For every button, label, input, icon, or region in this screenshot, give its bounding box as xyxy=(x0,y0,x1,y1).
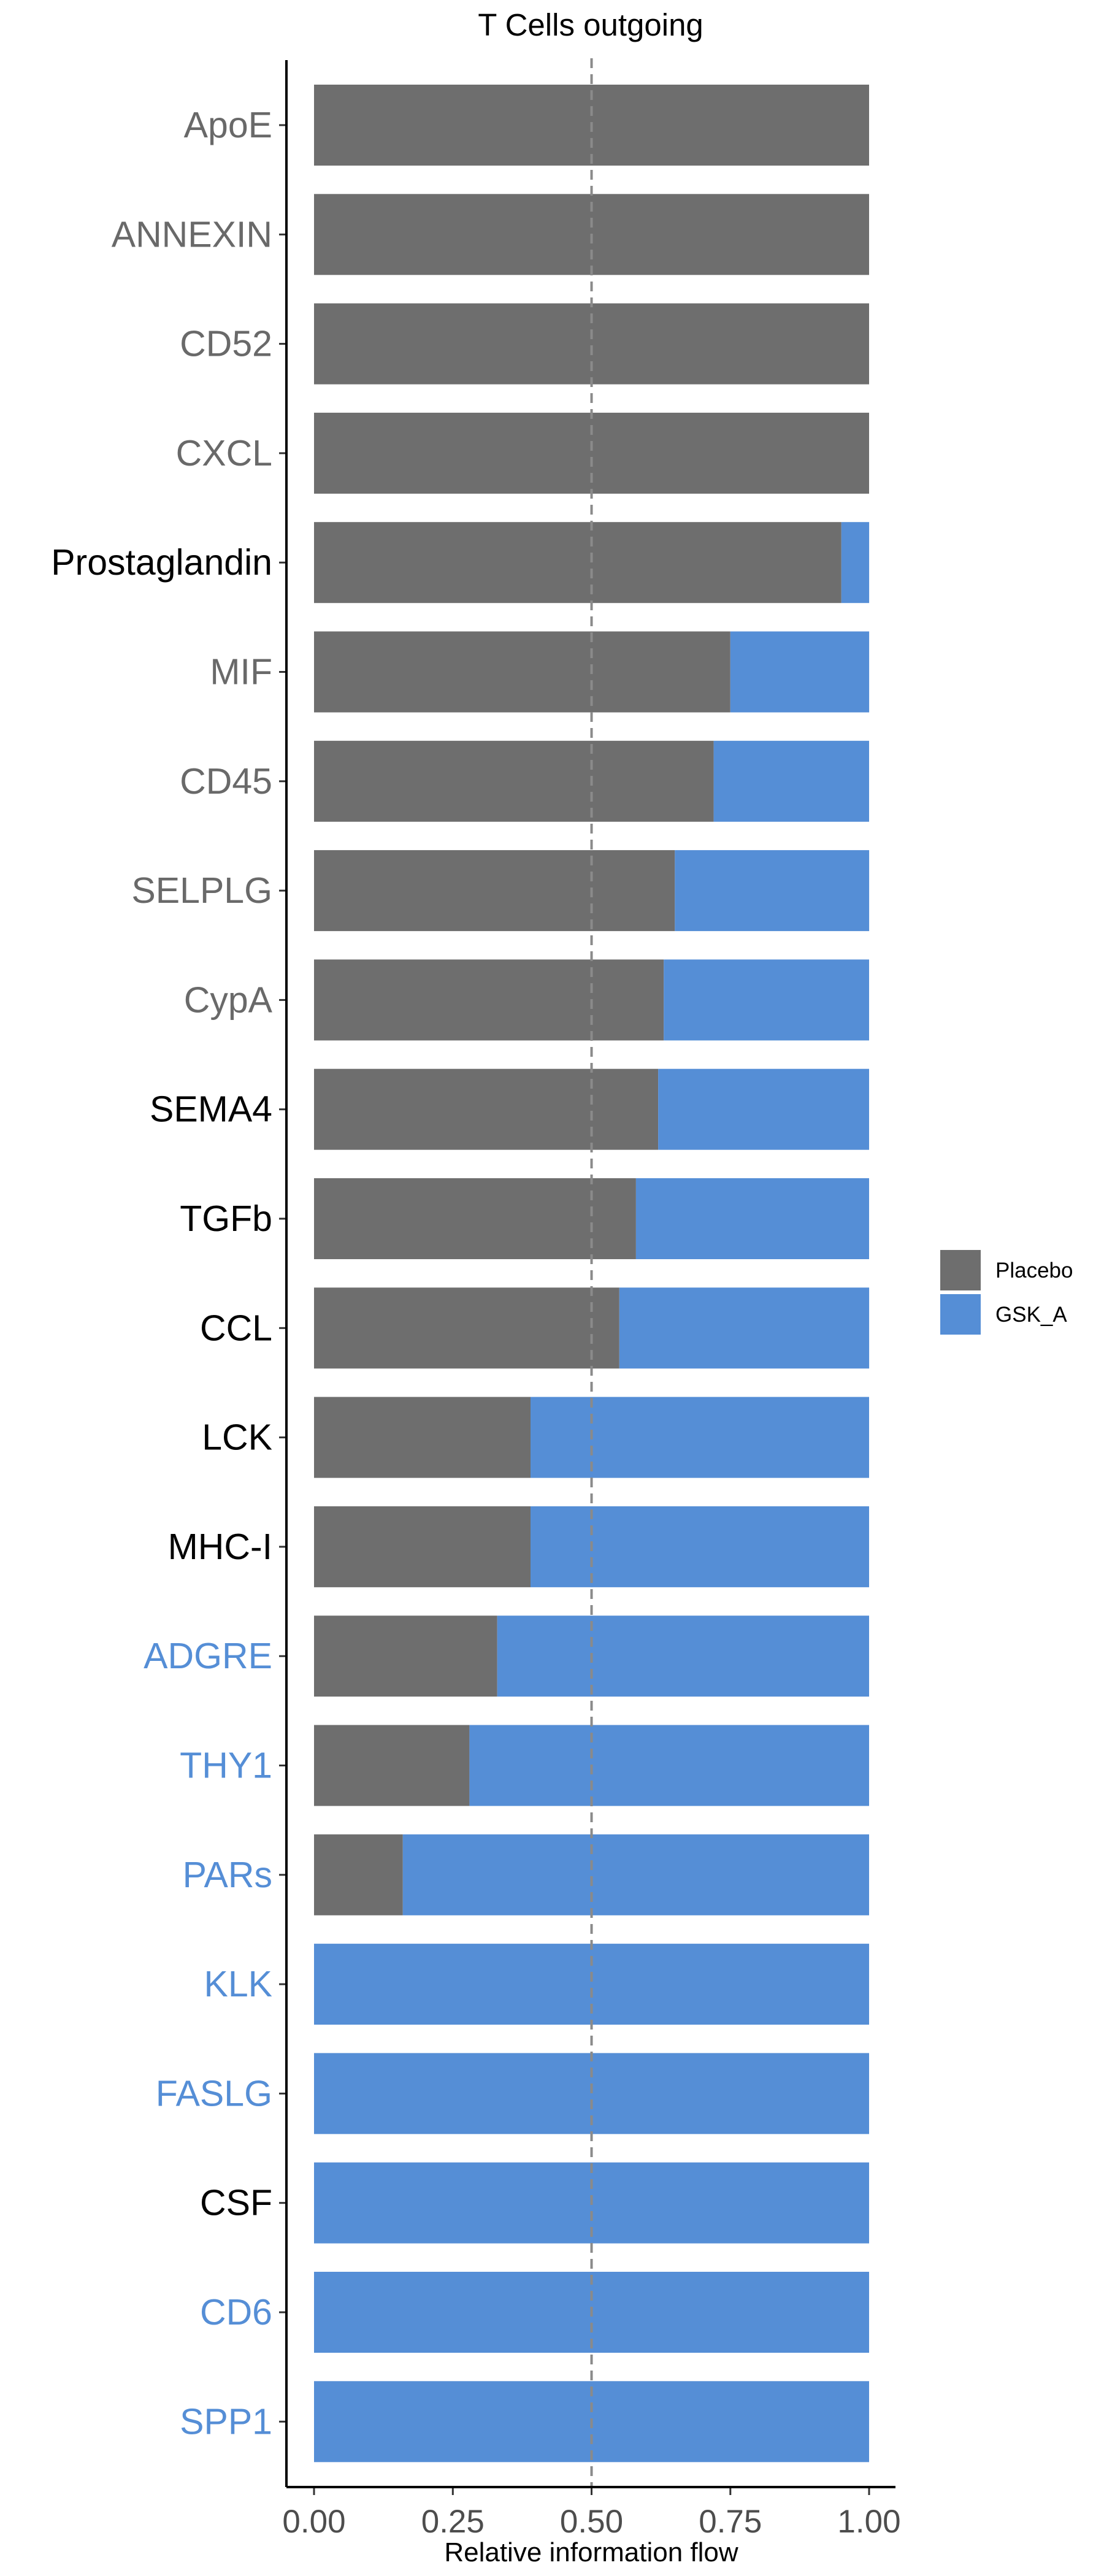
y-tick-label: KLK xyxy=(204,1964,272,2004)
bar-gsk-a xyxy=(730,631,870,713)
bar-gsk-a xyxy=(497,1616,869,1697)
legend-label: Placebo xyxy=(995,1259,1073,1282)
plot-area: ApoE ANNEXIN CD52 CXCL Prostaglandin MIF CD45 S… xyxy=(51,58,901,2540)
y-tick-label: CypA xyxy=(184,979,273,1020)
legend-key-placebo xyxy=(940,1250,981,1290)
bar-gsk-a xyxy=(635,1178,869,1259)
bar-placebo xyxy=(314,1834,403,1915)
x-tick-label: 1.00 xyxy=(837,2504,900,2540)
legend: Placebo GSK_A xyxy=(940,1250,1073,1335)
bar-gsk-a xyxy=(713,740,869,822)
y-tick-label: Prostaglandin xyxy=(51,542,272,583)
bar-gsk-a xyxy=(619,1287,870,1369)
x-tick-label: 0.75 xyxy=(699,2504,762,2540)
y-tick-label: MIF xyxy=(210,652,272,692)
x-tick-label: 0.50 xyxy=(560,2504,623,2540)
y-tick-label: SEMA4 xyxy=(150,1089,272,1130)
x-tick-label: 0.00 xyxy=(282,2504,345,2540)
y-tick-label: PARs xyxy=(183,1855,272,1895)
bar-placebo xyxy=(314,1287,619,1369)
bar-placebo xyxy=(314,850,675,932)
bar-placebo xyxy=(314,1068,659,1150)
y-tick-label: MHC-I xyxy=(168,1527,272,1567)
legend-label: GSK_A xyxy=(995,1303,1067,1327)
y-tick-label: SPP1 xyxy=(180,2401,272,2442)
x-tick-label: 0.25 xyxy=(421,2504,485,2540)
y-tick-label: CD52 xyxy=(180,324,272,364)
bar-placebo xyxy=(314,1178,636,1259)
y-tick-label: THY1 xyxy=(180,1746,272,1786)
bar-gsk-a xyxy=(531,1506,869,1587)
y-tick-label: ApoE xyxy=(184,105,272,145)
y-tick-label: ANNEXIN xyxy=(112,214,272,255)
bar-placebo xyxy=(314,1397,531,1478)
bar-placebo xyxy=(314,1616,497,1697)
bar-gsk-a xyxy=(658,1068,869,1150)
bar-placebo xyxy=(314,740,714,822)
y-tick-label: CSF xyxy=(200,2183,272,2223)
y-tick-label: LCK xyxy=(202,1417,272,1458)
y-tick-label: CD45 xyxy=(180,761,272,802)
chart-title: T Cells outgoing xyxy=(478,7,703,42)
bar-placebo xyxy=(314,1506,531,1587)
bar-gsk-a xyxy=(664,959,869,1041)
bar-placebo xyxy=(314,631,730,713)
bar-gsk-a xyxy=(675,850,870,932)
y-tick-label: CXCL xyxy=(176,433,272,473)
y-tick-label: TGFb xyxy=(180,1198,272,1239)
y-tick-label: SELPLG xyxy=(131,870,272,911)
y-tick-label: CCL xyxy=(200,1308,272,1348)
bar-placebo xyxy=(314,522,841,604)
bar-gsk-a xyxy=(531,1397,869,1478)
bar-placebo xyxy=(314,1725,470,1806)
bar-gsk-a xyxy=(402,1834,869,1915)
legend-key-gsk-a xyxy=(940,1294,981,1335)
bar-placebo xyxy=(314,959,664,1041)
y-tick-label: FASLG xyxy=(156,2073,272,2114)
bar-gsk-a xyxy=(469,1725,869,1806)
y-tick-label: ADGRE xyxy=(144,1636,272,1676)
x-axis-title: Relative information flow xyxy=(444,2537,738,2567)
bar-gsk-a xyxy=(841,522,870,604)
y-tick-label: CD6 xyxy=(200,2292,272,2333)
